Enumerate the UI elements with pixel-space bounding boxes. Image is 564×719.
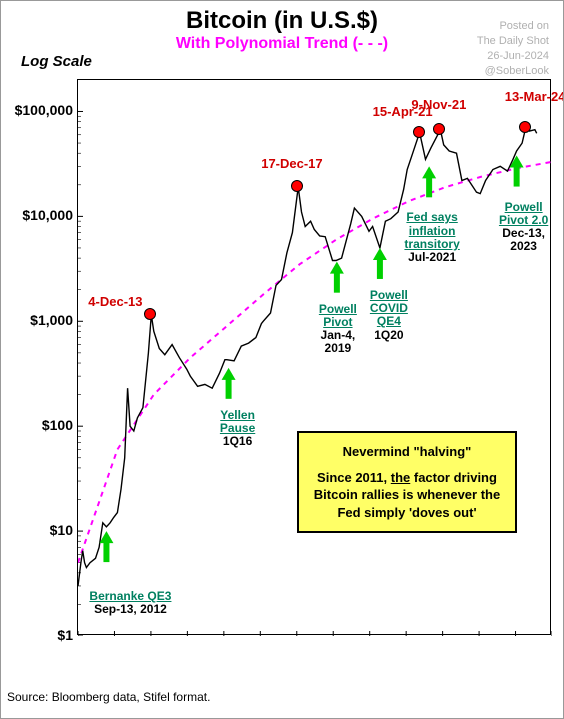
peak-dot-icon xyxy=(291,180,303,192)
chart-frame: Posted on The Daily Shot 26-Jun-2024 @So… xyxy=(0,0,564,719)
callout-line: Since 2011, the factor driving Bitcoin r… xyxy=(311,469,503,522)
event-name: Fed says inflation transitory xyxy=(396,211,468,251)
event-date: Jan-4, 2019 xyxy=(310,329,366,355)
event-date: Jul-2021 xyxy=(396,251,468,264)
peak-label: 4-Dec-13 xyxy=(88,294,142,309)
callout-line: Nevermind "halving" xyxy=(311,443,503,461)
watermark-l2: The Daily Shot xyxy=(477,34,549,49)
watermark-l1: Posted on xyxy=(477,19,549,34)
watermark-l4: @SoberLook xyxy=(477,64,549,79)
event-label: Powell PivotJan-4, 2019 xyxy=(310,303,366,356)
y-tick-label: $100 xyxy=(1,417,73,433)
event-date: Dec-13, 2023 xyxy=(492,227,556,253)
peak-label: 17-Dec-17 xyxy=(261,156,322,171)
watermark: Posted on The Daily Shot 26-Jun-2024 @So… xyxy=(477,19,549,78)
event-label: Powell COVID QE41Q20 xyxy=(361,289,417,342)
y-tick-label: $1,000 xyxy=(1,312,73,328)
event-date: 1Q16 xyxy=(210,435,266,448)
y-tick-label: $100,000 xyxy=(1,102,73,118)
event-name: Powell COVID QE4 xyxy=(361,289,417,329)
peak-label: 13-Mar-24 xyxy=(505,89,564,104)
peak-dot-icon xyxy=(519,121,531,133)
event-label: Fed says inflation transitoryJul-2021 xyxy=(396,211,468,264)
event-date: Sep-13, 2012 xyxy=(85,603,175,616)
y-tick-label: $10,000 xyxy=(1,207,73,223)
y-axis-label: Log Scale xyxy=(21,53,92,70)
peak-dot-icon xyxy=(433,123,445,135)
event-date: 1Q20 xyxy=(361,329,417,342)
event-label: Powell Pivot 2.0Dec-13, 2023 xyxy=(492,201,556,254)
event-label: Bernanke QE3Sep-13, 2012 xyxy=(85,590,175,616)
y-tick-label: $10 xyxy=(1,522,73,538)
peak-dot-icon xyxy=(144,308,156,320)
peak-label: 9-Nov-21 xyxy=(411,97,466,112)
event-label: Yellen Pause1Q16 xyxy=(210,409,266,449)
callout-box: Nevermind "halving" Since 2011, the facto… xyxy=(297,431,517,533)
source-text: Source: Bloomberg data, Stifel format. xyxy=(7,690,210,704)
y-tick-label: $1 xyxy=(1,627,73,643)
peak-dot-icon xyxy=(413,126,425,138)
event-name: Powell Pivot 2.0 xyxy=(492,201,556,227)
watermark-l3: 26-Jun-2024 xyxy=(477,49,549,64)
event-name: Powell Pivot xyxy=(310,303,366,329)
event-name: Yellen Pause xyxy=(210,409,266,435)
